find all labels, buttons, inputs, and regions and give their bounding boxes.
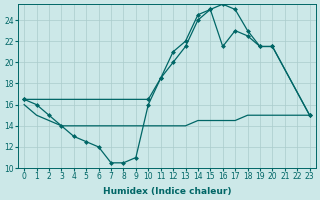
X-axis label: Humidex (Indice chaleur): Humidex (Indice chaleur) bbox=[103, 187, 231, 196]
